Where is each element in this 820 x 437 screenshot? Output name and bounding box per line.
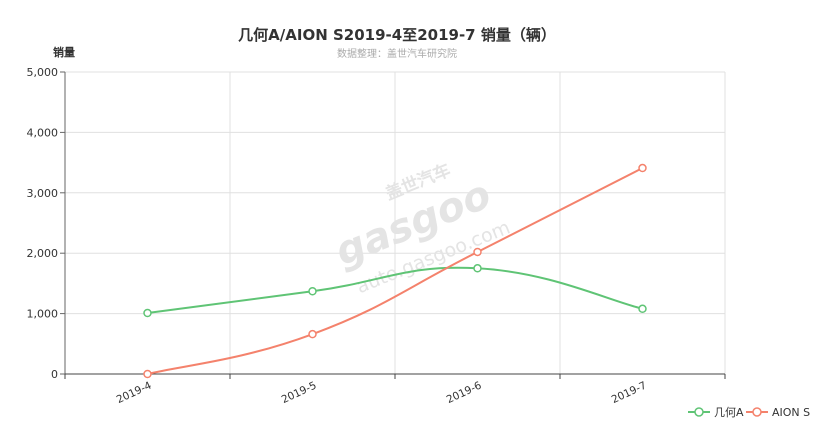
series — [143, 163, 647, 379]
y-axis-title: 销量 — [53, 45, 75, 59]
chart-title: 几何A/AION S2019-4至2019-7 销量（辆） — [238, 26, 556, 44]
series-1-point — [638, 304, 647, 314]
y-tick-label: 4,000 — [27, 126, 59, 139]
watermark: 盖世汽车 gasgoo auto.gasgoo.com — [329, 160, 513, 299]
y-tick-label: 3,000 — [27, 187, 59, 200]
grid-lines — [65, 71, 726, 374]
y-tick-label: 5,000 — [27, 66, 59, 79]
x-tick-label: 2019-5 — [280, 379, 319, 406]
chart-subtitle: 数据整理：盖世汽车研究院 — [337, 47, 457, 60]
series-2-line — [147, 167, 643, 375]
legend-circle-icon — [752, 407, 762, 417]
series-2-point — [473, 247, 482, 257]
x-tick-label: 2019-4 — [115, 379, 154, 406]
legend-label: AION S — [772, 406, 810, 419]
legend-circle-icon — [694, 407, 704, 417]
x-tick-label: 2019-6 — [445, 379, 484, 406]
legend-label: 几何A — [714, 406, 744, 419]
series-2-point — [308, 329, 317, 339]
series-1-point — [143, 308, 152, 318]
legend-item-series-1[interactable]: 几何A — [688, 406, 744, 419]
y-tick-label: 1,000 — [27, 308, 59, 321]
x-tick-label: 2019-7 — [610, 379, 649, 406]
series-1-point — [308, 287, 317, 296]
y-tick-label: 0 — [51, 368, 58, 381]
series-1-line — [147, 266, 643, 314]
series-2-point — [143, 369, 152, 379]
legend: 几何A AION S — [688, 406, 810, 419]
y-tick-label: 2,000 — [27, 247, 59, 260]
series-1-point — [473, 264, 482, 273]
legend-item-series-2[interactable]: AION S — [746, 406, 810, 419]
series-2-point — [638, 163, 647, 173]
